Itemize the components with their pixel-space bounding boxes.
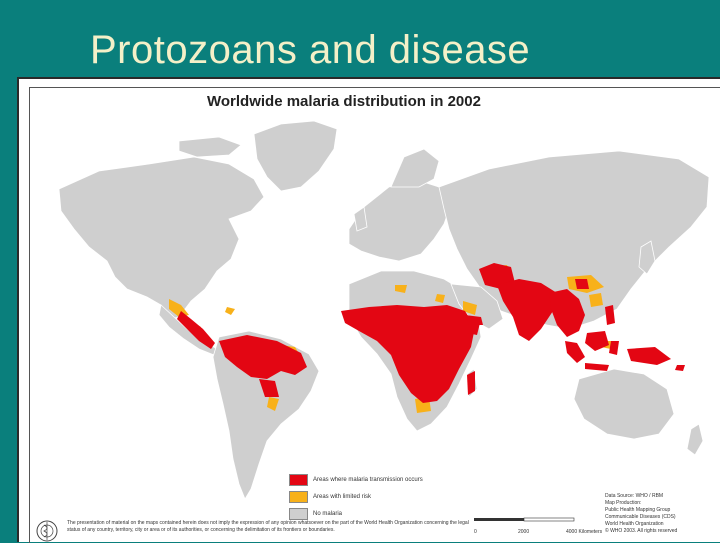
legend-item-transmission: Areas where malaria transmission occurs — [289, 472, 423, 488]
map-frame — [29, 87, 720, 543]
malaria-philippines — [605, 305, 615, 325]
legend-swatch-limited-risk — [289, 491, 308, 503]
legend: Areas where malaria transmission occurs … — [289, 472, 423, 523]
map-title: Worldwide malaria distribution in 2002 — [207, 93, 481, 110]
legend-label-limited-risk: Areas with limited risk — [313, 494, 372, 500]
map-panel: Worldwide malaria distribution in 2002 A… — [17, 77, 720, 543]
legend-swatch-transmission — [289, 474, 308, 486]
malaria-sulawesi — [609, 341, 619, 355]
credit-line: Communicable Diseases (CDS) — [605, 514, 676, 520]
legend-swatch-no-malaria — [289, 508, 308, 520]
malaria-new-guinea — [627, 347, 671, 365]
slide-title: Protozoans and disease — [90, 28, 531, 72]
malaria-sumatra — [565, 341, 585, 363]
malaria-south-china — [575, 279, 589, 289]
limited-risk-china-south — [589, 293, 603, 307]
malaria-borneo — [585, 331, 609, 351]
legend-item-no-malaria: No malaria — [289, 506, 423, 522]
limited-risk-argentina — [267, 397, 279, 411]
limited-risk-arabia — [463, 301, 477, 315]
malaria-central-america — [177, 311, 215, 349]
malaria-africa — [341, 305, 475, 403]
map-disclaimer: The presentation of material on the maps… — [67, 520, 469, 533]
scale-label-4000: 4000 Kilometers — [566, 529, 603, 535]
scale-bar: 0 2000 4000 Kilometers — [474, 511, 604, 537]
legend-label-transmission: Areas where malaria transmission occurs — [313, 477, 423, 483]
limited-risk-mexico — [169, 299, 189, 317]
credit-line: Data Source: WHO / RBM — [605, 493, 664, 499]
malaria-java — [585, 363, 609, 371]
scale-label-0: 0 — [474, 529, 477, 535]
greenland — [253, 120, 338, 192]
malaria-bolivia — [259, 379, 279, 397]
limited-risk-egypt — [435, 294, 445, 303]
who-logo-icon — [36, 520, 58, 542]
scandinavia — [390, 148, 440, 188]
uk-ireland — [353, 206, 368, 232]
credit-line: World Health Organization — [605, 521, 664, 527]
malaria-transmission-areas — [177, 263, 685, 403]
japan — [638, 240, 656, 275]
credit-line: © WHO 2003. All rights reserved — [605, 528, 678, 534]
credit-line: Public Health Mapping Group — [605, 507, 671, 513]
scale-label-2000: 2000 — [518, 529, 530, 535]
limited-risk-caribbean — [225, 307, 235, 315]
arctic-islands — [178, 136, 242, 158]
world-map — [58, 120, 710, 500]
malaria-central-asia — [479, 263, 515, 289]
scale-bar-graphic — [474, 517, 575, 522]
malaria-solomon — [675, 365, 685, 371]
limited-risk-north-africa — [395, 285, 407, 293]
map-credits: Data Source: WHO / RBM Map Production: P… — [605, 493, 720, 535]
legend-item-limited-risk: Areas with limited risk — [289, 489, 423, 505]
malaria-se-asia — [549, 289, 585, 337]
new-zealand — [686, 423, 704, 456]
malaria-madagascar — [467, 371, 475, 395]
australia — [573, 368, 675, 440]
malaria-south-america — [219, 335, 307, 379]
legend-label-no-malaria: No malaria — [313, 511, 343, 517]
malaria-india — [497, 279, 557, 341]
credit-line: Map Production: — [605, 500, 642, 506]
north-america — [58, 156, 265, 320]
malaria-yemen — [465, 315, 483, 325]
arabia — [450, 283, 504, 330]
